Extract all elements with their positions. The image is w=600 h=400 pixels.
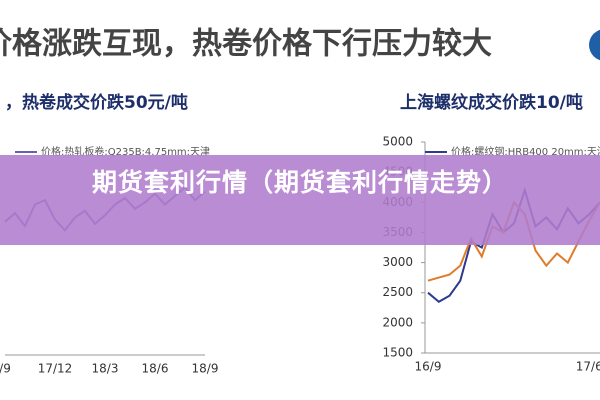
x-tick-label: 18/3 bbox=[92, 362, 119, 376]
y-tick-label: 3000 bbox=[382, 255, 413, 269]
x-tick-label: 18/9 bbox=[192, 362, 219, 376]
banner: 期货套利行情（期货套利行情走势） bbox=[0, 155, 600, 245]
y-tick-label: 2000 bbox=[382, 315, 413, 329]
x-tick-label: 17/6 bbox=[576, 360, 600, 374]
slide-title: 价格涨跌互现，热卷价格下行压力较大 bbox=[0, 27, 492, 62]
y-tick-label: 5000 bbox=[382, 135, 413, 149]
x-tick-label: /9 bbox=[0, 362, 11, 376]
x-tick-label: 16/9 bbox=[415, 360, 442, 374]
y-tick-label: 1500 bbox=[382, 346, 413, 360]
legend-label: 价格:螺纹钢:HRB400 20mm:天津 bbox=[451, 145, 600, 158]
x-tick-label: 18/6 bbox=[142, 362, 169, 376]
chart-title: ，热卷成交价跌50元/吨 bbox=[5, 92, 188, 113]
x-tick-label: 17/12 bbox=[38, 362, 73, 376]
y-tick-label: 2500 bbox=[382, 285, 413, 299]
banner-text: 期货套利行情（期货套利行情走势） bbox=[91, 168, 508, 197]
legend-label: 价格:热轧板卷:Q235B:4.75mm:天津 bbox=[41, 145, 210, 158]
decoration bbox=[589, 29, 600, 61]
chart-title: 上海螺纹成交价跌10/吨 bbox=[400, 92, 583, 113]
